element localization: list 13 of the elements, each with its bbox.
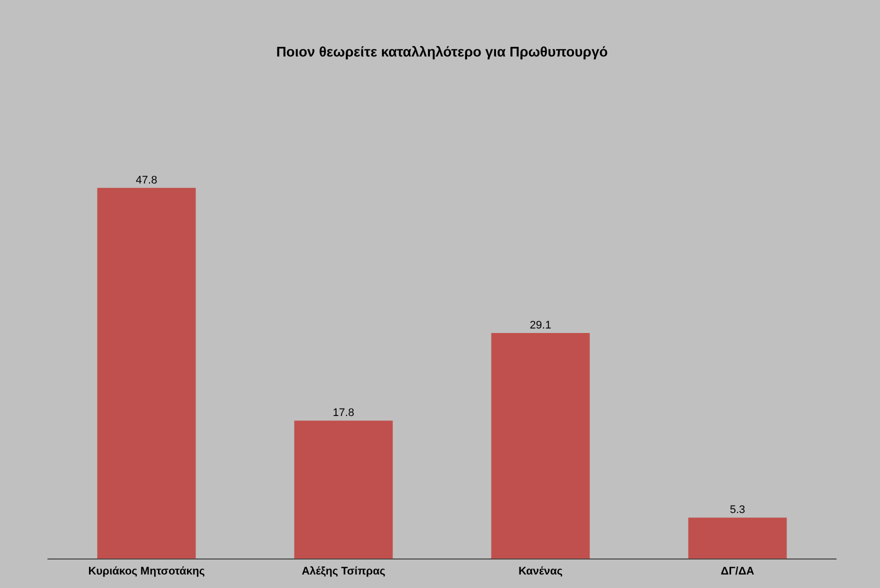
bar bbox=[688, 518, 787, 559]
x-tick-label: Κυριάκος Μητσοτάκης bbox=[88, 565, 206, 578]
chart-title: Ποιον θεωρείτε καταλληλότερο για Πρωθυπουργό bbox=[276, 43, 608, 60]
bar bbox=[294, 420, 393, 559]
bar bbox=[97, 188, 196, 559]
data-label: 47.8 bbox=[136, 174, 158, 186]
data-label: 29.1 bbox=[530, 320, 552, 332]
data-label: 5.3 bbox=[730, 504, 746, 516]
x-tick-label: ΔΓ/ΔΑ bbox=[720, 565, 754, 578]
x-tick-label: Αλέξης Τσίπρας bbox=[302, 565, 386, 578]
data-label: 17.8 bbox=[332, 407, 354, 420]
bar bbox=[491, 332, 590, 559]
x-tick-label: Κανένας bbox=[518, 565, 563, 578]
